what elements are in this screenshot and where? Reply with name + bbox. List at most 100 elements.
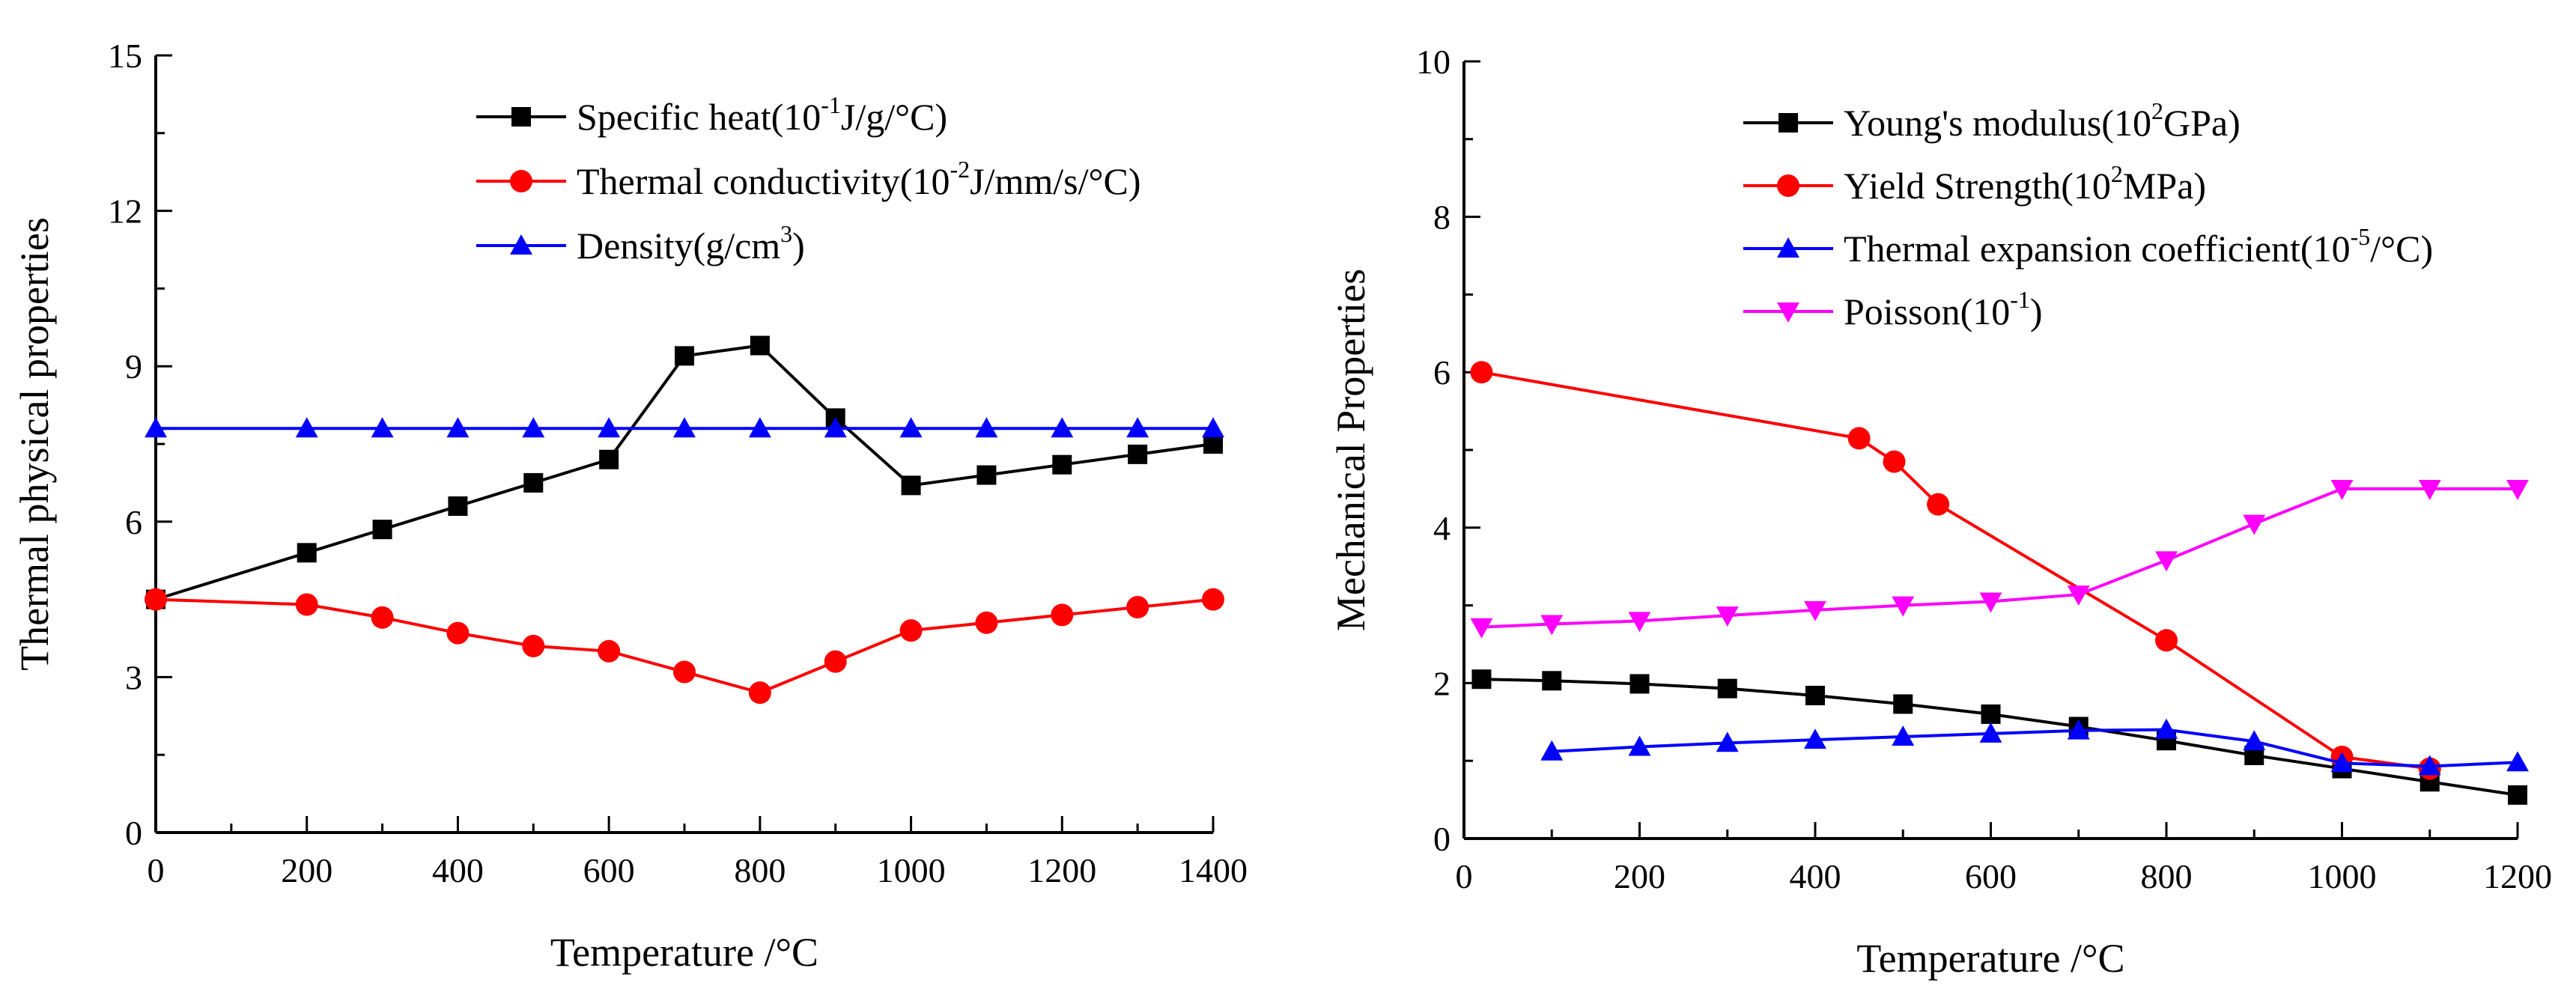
chart-2: 0 200 400 600 800 1000 1200 0 2 4 6 8 10 Temperature … (1328, 43, 2552, 981)
data-point (145, 588, 167, 611)
data-point (1804, 600, 1826, 621)
legend-marker (1777, 302, 1799, 323)
legend-label: Thermal conductivity(10-2J/mm/s/°C) (577, 156, 1141, 202)
series-line (1552, 728, 2518, 768)
x-axis-title: Temperature /°C (550, 930, 818, 975)
data-point (598, 639, 621, 663)
data-point (1202, 588, 1224, 611)
legend-label-unit: J/mm/s/°C) (970, 160, 1140, 202)
series-line (1481, 487, 2518, 629)
data-point (1804, 728, 1826, 749)
legend-marker (510, 234, 532, 255)
data-point (371, 606, 394, 629)
x-tick-label: 1200 (2483, 857, 2552, 895)
legend-label-superscript: -2 (950, 156, 970, 183)
x-tick-label: 1000 (877, 851, 946, 889)
data-point (522, 417, 545, 438)
x-tick-label: 800 (2141, 857, 2193, 895)
x-tick-label: 600 (583, 851, 635, 889)
data-point (1470, 618, 1493, 639)
data-point (523, 472, 544, 493)
x-tick-label: 1000 (2308, 857, 2377, 895)
data-point (748, 417, 771, 438)
data-point (673, 417, 696, 438)
y-tick-label: 10 (1416, 43, 1450, 81)
data-point (522, 634, 545, 657)
legend-marker (1777, 174, 1799, 197)
y-tick-label: 3 (125, 658, 142, 696)
series-thermal-conductivity (145, 588, 1224, 705)
series-line (155, 344, 1214, 601)
legend-label: Young's modulus(102GPa) (1844, 97, 2241, 144)
data-point (2155, 551, 2178, 572)
data-point (1126, 595, 1149, 618)
legend-label-main: Young's modulus(10 (1844, 102, 2151, 144)
data-point (1126, 417, 1149, 438)
series-thermal-expansion-coefficient (1540, 718, 2529, 776)
data-point (371, 417, 394, 438)
data-point (1628, 735, 1651, 756)
data-point (2243, 514, 2266, 535)
data-point (295, 593, 318, 616)
data-point (2418, 755, 2441, 776)
y-tick-label: 12 (108, 192, 142, 231)
series-poisson (1470, 479, 2529, 639)
y-tick-label: 0 (1433, 820, 1450, 858)
legend-marker (1778, 113, 1798, 133)
x-tick-label: 1400 (1179, 851, 1248, 889)
legend-label: Poisson(10-1) (1844, 286, 2043, 332)
y-tick-label: 8 (1433, 198, 1450, 237)
data-point (1471, 669, 1492, 690)
x-tick-label: 800 (734, 851, 786, 889)
data-point (824, 650, 847, 673)
data-point (976, 465, 997, 485)
data-point (1892, 725, 1915, 746)
data-point (1202, 417, 1224, 438)
data-point (297, 543, 317, 563)
data-point (598, 417, 621, 438)
data-point (824, 417, 847, 438)
data-point (1203, 434, 1223, 454)
data-point (2508, 785, 2527, 805)
x-tick-label: 200 (1614, 857, 1665, 895)
x-tick-label: 0 (1456, 857, 1473, 895)
legend-label: Yield Strength(102MPa) (1844, 160, 2206, 207)
series-specific-heat (146, 335, 1223, 609)
legend-label: Specific heat(10-1J/g/°C) (577, 91, 947, 138)
data-point (448, 496, 468, 517)
data-point (145, 417, 167, 438)
x-tick-label: 400 (432, 851, 484, 889)
data-point (901, 475, 921, 496)
y-tick-label: 2 (1433, 664, 1450, 702)
data-point (748, 681, 771, 705)
data-point (1717, 678, 1737, 699)
series-density (145, 417, 1224, 438)
x-axis-title: Temperature /°C (1856, 936, 2124, 981)
data-point (899, 619, 923, 642)
data-point (1716, 731, 1739, 752)
legend-label-superscript: -5 (2351, 223, 2371, 250)
legend-label-main: Density(g/cm (577, 225, 780, 267)
legend-entry: Young's modulus(102GPa) (1743, 97, 2241, 144)
data-point (2155, 718, 2178, 739)
series-line (1481, 678, 2518, 797)
data-point (675, 346, 694, 366)
y-axis-title: Mechanical Properties (1328, 269, 1373, 631)
legend-label-main: Thermal conductivity(10 (577, 160, 950, 202)
data-point (673, 660, 696, 684)
legend-label-unit: MPa) (2123, 165, 2206, 207)
data-point (2330, 479, 2354, 500)
y-tick-label: 6 (1433, 353, 1450, 392)
data-point (975, 611, 998, 634)
x-tick-label: 400 (1790, 857, 1841, 895)
data-point (1893, 694, 1913, 714)
y-tick-label: 9 (125, 347, 142, 386)
legend-entry: Poisson(10-1) (1743, 286, 2043, 332)
series-yield-strength (1470, 361, 2441, 780)
legend-label-superscript: -1 (821, 91, 841, 118)
data-point (1892, 596, 1915, 617)
data-point (1629, 674, 1650, 694)
data-point (1883, 450, 1906, 473)
